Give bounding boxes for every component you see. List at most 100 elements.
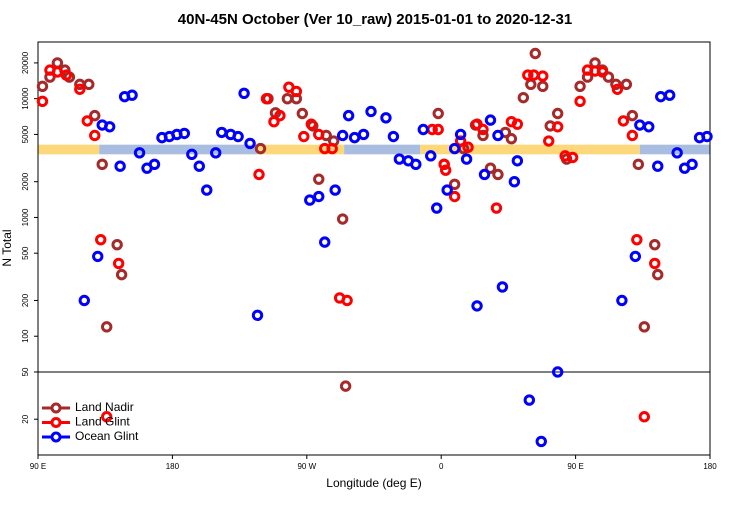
point [348, 131, 361, 144]
point [74, 83, 86, 95]
point [478, 168, 491, 181]
point [454, 128, 467, 141]
point [253, 168, 265, 181]
point [100, 411, 113, 423]
point [492, 129, 504, 142]
legend-marker [50, 402, 62, 414]
point [620, 78, 633, 91]
point [313, 128, 325, 141]
chart-title: 40N-45N October (Ver 10_raw) 2015-01-01 … [178, 11, 572, 28]
point [425, 150, 437, 162]
point [148, 158, 161, 171]
legend-marker [50, 431, 62, 443]
point [78, 294, 90, 307]
point [210, 147, 222, 159]
point [304, 194, 316, 206]
coverage-band [420, 144, 640, 155]
point [112, 257, 125, 270]
point [566, 151, 579, 164]
point [638, 321, 650, 333]
point [186, 148, 198, 161]
point [574, 80, 586, 93]
point [95, 233, 107, 246]
point [448, 178, 461, 191]
point [341, 294, 353, 307]
point [496, 281, 509, 293]
point [201, 184, 213, 196]
y-tick-label: 1000 [21, 208, 30, 226]
point [60, 69, 73, 81]
point [490, 202, 503, 214]
point [596, 66, 609, 78]
point [274, 109, 286, 122]
point [410, 158, 422, 171]
point [701, 130, 713, 143]
y-tick-label: 50 [21, 367, 30, 376]
point [626, 129, 639, 142]
point [114, 160, 126, 172]
point [517, 91, 530, 104]
y-tick-label: 500 [21, 246, 30, 260]
point [115, 268, 128, 281]
plot-frame [37, 41, 711, 456]
point [298, 130, 310, 143]
point [522, 69, 534, 81]
y-tick-label: 100 [21, 329, 30, 343]
point [133, 147, 146, 159]
point [313, 173, 325, 185]
point [296, 107, 309, 120]
point [126, 89, 138, 101]
y-tick-label: 200 [21, 293, 30, 307]
point [492, 168, 504, 181]
coverage-band [257, 144, 345, 155]
x-tick-label: 180 [166, 462, 180, 471]
legend-label: Land Glint [75, 415, 130, 429]
coverage-band [38, 144, 100, 155]
point [454, 135, 467, 147]
point [232, 130, 244, 143]
point [268, 115, 280, 128]
point [551, 366, 564, 378]
point [629, 250, 642, 263]
point [551, 121, 564, 133]
point [313, 190, 325, 203]
point [511, 118, 524, 130]
point [462, 141, 474, 153]
point [686, 158, 698, 171]
point [441, 184, 453, 196]
point [574, 95, 586, 108]
point [326, 142, 338, 155]
point [92, 250, 104, 263]
point [543, 135, 555, 147]
point [336, 129, 349, 142]
point [100, 321, 113, 333]
point [617, 115, 630, 127]
point [616, 294, 628, 307]
point [460, 153, 473, 165]
x-tick-label: 180 [703, 462, 717, 471]
point [638, 411, 650, 423]
point [438, 158, 450, 171]
point [649, 238, 661, 251]
point [365, 105, 377, 118]
point [83, 78, 95, 91]
point [671, 147, 683, 159]
point [260, 92, 273, 105]
point [631, 233, 643, 246]
point [193, 160, 205, 172]
y-tick-label: 5000 [21, 125, 30, 143]
point [357, 128, 370, 141]
point [244, 137, 256, 150]
point [89, 109, 101, 122]
point [505, 133, 518, 145]
point [529, 47, 541, 60]
y-tick-label: 2000 [21, 172, 30, 190]
x-tick-label: 90 W [297, 462, 316, 471]
coverage-band [99, 144, 258, 155]
y-axis-label: N Total [0, 229, 14, 266]
legend-label: Ocean Glint [75, 429, 139, 443]
point [551, 107, 564, 120]
